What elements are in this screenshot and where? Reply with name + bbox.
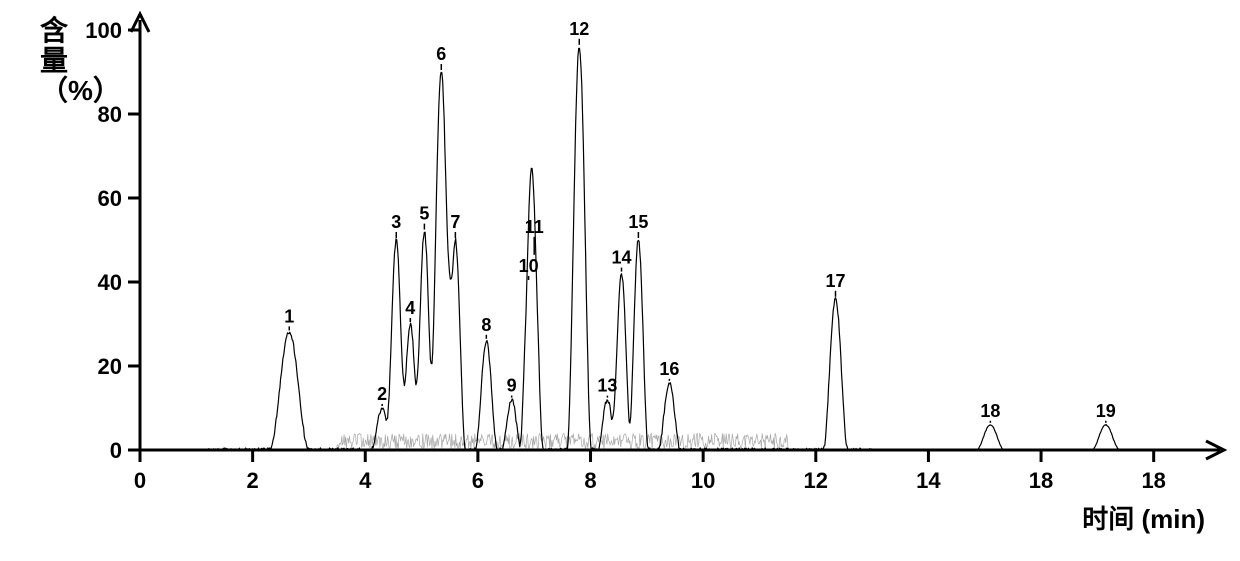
x-tick-label: 2 [247,468,259,493]
x-tick-label: 0 [134,468,146,493]
x-tick-label: 14 [916,468,941,493]
x-tick-label: 8 [584,468,596,493]
x-tick-label: 18 [1141,468,1165,493]
y-tick-label: 80 [98,102,122,127]
chart-svg: 含量（%） 时间 (min) 024681012141818 020406080… [0,0,1240,561]
peak-label: 1 [284,306,294,326]
peak-label: 16 [659,359,679,379]
baseline-noise [140,433,1210,450]
peak-label: 18 [980,401,1000,421]
x-tick-label: 18 [1029,468,1053,493]
peak-label: 2 [377,384,387,404]
peak-labels: 12345678910111213141516171819 [284,19,1116,423]
y-tick-label: 40 [98,270,122,295]
y-tick-label: 0 [110,438,122,463]
x-tick-label: 10 [691,468,715,493]
peak-label: 15 [628,212,648,232]
peak-label: 4 [405,298,415,318]
x-tick-label: 4 [359,468,372,493]
y-tick-label: 60 [98,186,122,211]
peak-label: 13 [597,376,617,396]
peak-label: 6 [436,44,446,64]
x-tick-label: 6 [472,468,484,493]
peak-label: 5 [419,204,429,224]
peak-label: 9 [507,376,517,396]
peak-label: 3 [391,212,401,232]
peak-label: 12 [569,19,589,39]
peak-label: 8 [481,315,491,335]
peak-label: 19 [1096,401,1116,421]
peak-label: 7 [450,212,460,232]
peak-label: 14 [611,248,631,268]
y-tick-label: 20 [98,354,122,379]
x-ticks: 0 2 4 6 8 10 12 14 18 18 [134,450,1166,493]
peak-label: 17 [825,271,845,291]
x-tick-label: 12 [804,468,828,493]
peak-label: 11 [525,217,544,237]
y-tick-label: 100 [85,18,122,43]
chromatogram-chart: 含量（%） 时间 (min) 024681012141818 020406080… [0,0,1240,561]
chromatogram-trace [140,48,1210,450]
peak-label: 10 [519,256,539,276]
x-axis-title: 时间 (min) [1082,504,1205,534]
